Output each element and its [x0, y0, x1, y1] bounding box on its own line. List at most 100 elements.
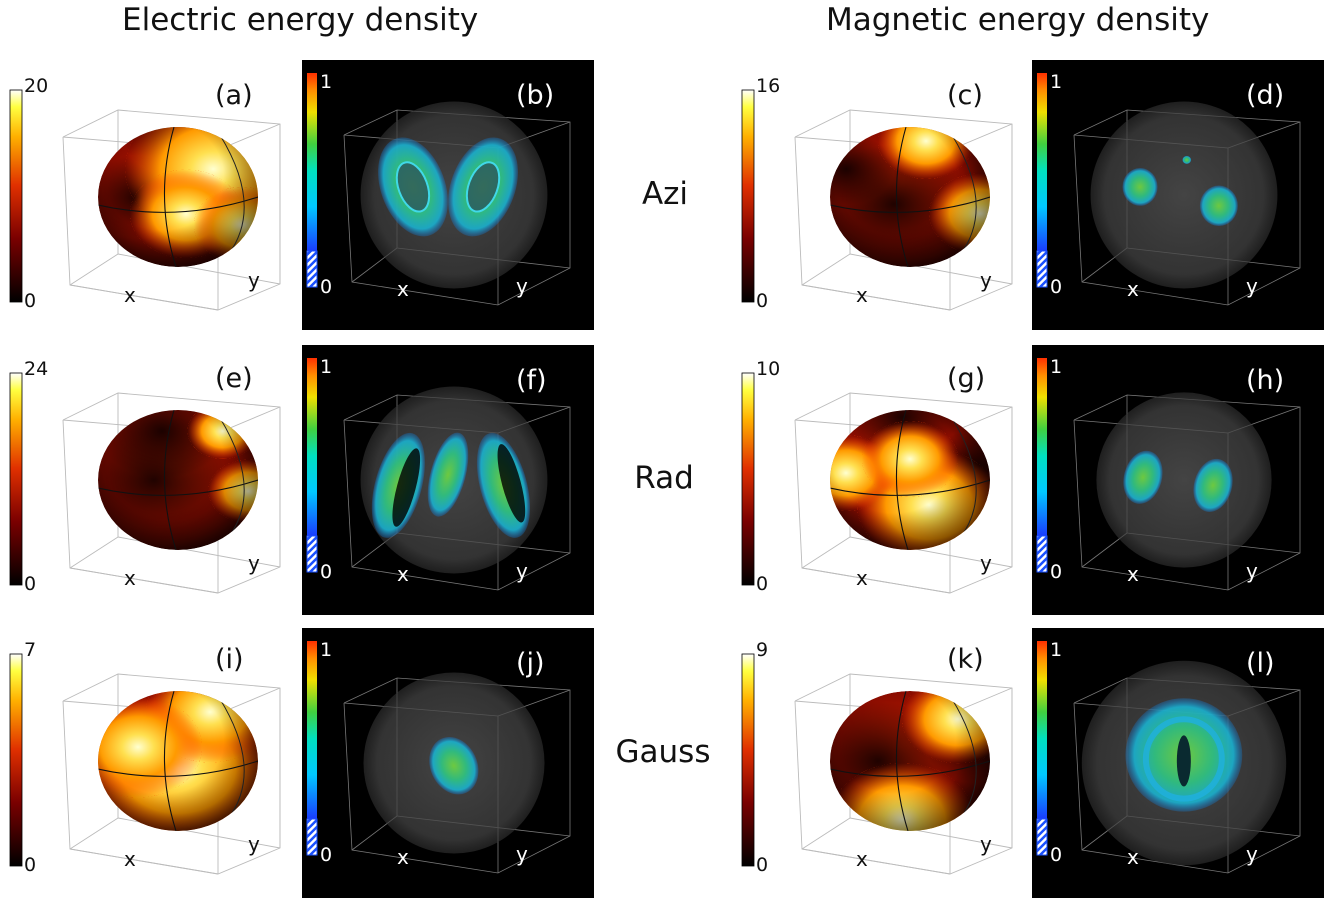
colorbar-max-label: 9 — [756, 639, 768, 661]
energy-sphere — [98, 691, 258, 831]
energy-sphere — [98, 127, 258, 267]
panel-label: (a) — [215, 80, 253, 111]
volume-panel-b: 1 0 (b) x y — [302, 60, 594, 330]
colorbar-max-label: 1 — [1050, 71, 1062, 93]
colorbar-max-label: 1 — [1050, 639, 1062, 661]
energy-sphere — [830, 410, 990, 550]
panel-label: (j) — [516, 648, 545, 679]
panel-label: (g) — [947, 363, 985, 394]
panel-label: (b) — [516, 80, 554, 111]
x-axis-label: x — [397, 277, 409, 301]
sphere-panel-i: 7 0 (i) x y — [8, 636, 298, 886]
colorbar — [741, 89, 755, 303]
colorbar-min-label: 0 — [320, 561, 332, 583]
colorbar-max-label: 1 — [320, 71, 332, 93]
row-label-azi: Azi — [641, 176, 689, 212]
magnetic-header: Magnetic energy density — [826, 2, 1210, 38]
energy-blob — [371, 432, 425, 538]
colorbar-max-label: 24 — [24, 358, 48, 380]
x-axis-label: x — [397, 845, 409, 869]
translucent-sphere — [1090, 101, 1278, 289]
energy-blob — [1122, 168, 1158, 206]
y-axis-label: y — [1246, 274, 1258, 298]
y-axis-label: y — [1246, 559, 1258, 583]
energy-blob — [378, 137, 448, 237]
y-axis-label: y — [248, 268, 260, 292]
panel-label: (l) — [1246, 648, 1275, 679]
panel-label: (e) — [215, 363, 253, 394]
y-axis-label: y — [980, 832, 992, 856]
colorbar — [1037, 358, 1047, 536]
row-label-rad: Rad — [634, 460, 694, 496]
y-axis-label: y — [248, 551, 260, 575]
colorbar-min-label: 0 — [24, 854, 36, 876]
colorbar-min-label: 0 — [320, 276, 332, 298]
x-axis-label: x — [856, 566, 868, 590]
energy-blob — [429, 737, 479, 795]
energy-blob — [476, 432, 531, 538]
colorbar-min-label: 0 — [1050, 276, 1062, 298]
colorbar-min-label: 0 — [1050, 844, 1062, 866]
colorbar-max-label: 20 — [24, 75, 48, 97]
colorbar — [1037, 73, 1047, 251]
colorbar — [741, 372, 755, 586]
sphere-panel-c: 16 0 (c) x y — [740, 72, 1030, 322]
sphere-panel-a: 20 0 (a) x y — [8, 72, 298, 322]
colorbar — [741, 653, 755, 867]
energy-sphere — [830, 127, 990, 267]
y-axis-label: y — [516, 274, 528, 298]
electric-header: Electric energy density — [122, 2, 479, 38]
colorbar-min-label: 0 — [1050, 561, 1062, 583]
colorbar-max-label: 1 — [320, 356, 332, 378]
panel-label: (i) — [215, 644, 244, 675]
colorbar-min-label: 0 — [320, 844, 332, 866]
colorbar — [9, 89, 23, 303]
x-axis-label: x — [856, 283, 868, 307]
colorbar — [9, 653, 23, 867]
panel-label: (d) — [1246, 80, 1284, 111]
sphere-panel-k: 9 0 (k) x y — [740, 636, 1030, 886]
energy-blob — [427, 432, 469, 517]
y-axis-label: y — [980, 551, 992, 575]
x-axis-label: x — [856, 847, 868, 871]
x-axis-label: x — [124, 283, 136, 307]
energy-blob — [1182, 155, 1192, 164]
x-axis-label: x — [124, 847, 136, 871]
x-axis-label: x — [124, 566, 136, 590]
volume-panel-j: 1 0 (j) x y — [302, 628, 594, 898]
colorbar-min-label: 0 — [756, 854, 768, 876]
volume-panel-f: 1 0 (f) x y — [302, 345, 594, 615]
volume-panel-h: 1 0 (h) x y — [1032, 345, 1324, 615]
colorbar — [307, 641, 317, 819]
y-axis-label: y — [1246, 842, 1258, 866]
y-axis-label: y — [516, 559, 528, 583]
energy-blob — [1193, 458, 1233, 512]
panel-label: (h) — [1246, 365, 1284, 396]
panel-label: (k) — [947, 644, 984, 675]
volume-panel-l: 1 0 (l) x y — [1032, 628, 1324, 898]
colorbar-min-label: 0 — [24, 573, 36, 595]
y-axis-label: y — [980, 268, 992, 292]
colorbar — [307, 73, 317, 251]
x-axis-label: x — [1127, 845, 1139, 869]
sphere-panel-e: 24 0 (e) x y — [8, 355, 298, 605]
colorbar-max-label: 10 — [756, 358, 780, 380]
x-axis-label: x — [1127, 277, 1139, 301]
colorbar — [9, 372, 23, 586]
panel-label: (f) — [516, 365, 547, 396]
translucent-sphere — [1096, 392, 1272, 568]
row-label-gauss: Gauss — [615, 734, 711, 770]
y-axis-label: y — [516, 842, 528, 866]
energy-blob — [1125, 698, 1243, 812]
colorbar-max-label: 1 — [320, 639, 332, 661]
energy-sphere — [98, 410, 258, 550]
colorbar — [307, 358, 317, 536]
volume-panel-d: 1 0 (d) x y — [1032, 60, 1324, 330]
colorbar-min-label: 0 — [24, 290, 36, 312]
colorbar-max-label: 16 — [756, 75, 780, 97]
colorbar-max-label: 1 — [1050, 356, 1062, 378]
sphere-panel-g: 10 0 (g) x y — [740, 355, 1030, 605]
energy-blob — [1199, 185, 1238, 227]
colorbar-min-label: 0 — [756, 573, 768, 595]
x-axis-label: x — [397, 562, 409, 586]
